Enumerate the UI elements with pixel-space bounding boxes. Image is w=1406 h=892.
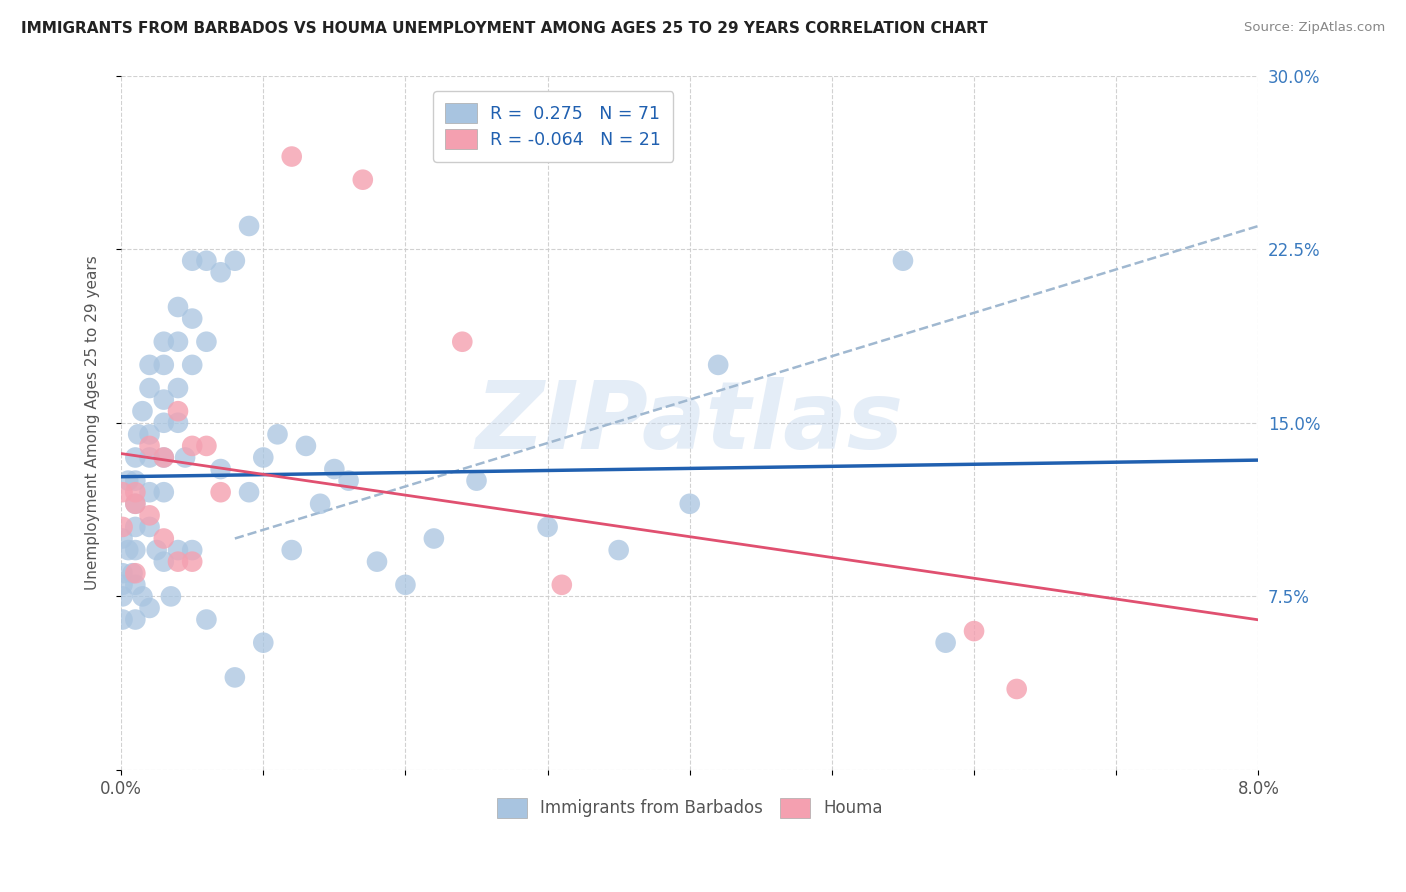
Point <box>394 578 416 592</box>
Point <box>138 427 160 442</box>
Point <box>124 497 146 511</box>
Point <box>238 219 260 233</box>
Legend: Immigrants from Barbados, Houma: Immigrants from Barbados, Houma <box>491 791 889 824</box>
Point <box>167 555 190 569</box>
Y-axis label: Unemployment Among Ages 25 to 29 years: Unemployment Among Ages 25 to 29 years <box>86 255 100 591</box>
Point <box>152 334 174 349</box>
Point <box>124 578 146 592</box>
Point <box>238 485 260 500</box>
Point <box>111 578 134 592</box>
Point <box>111 566 134 581</box>
Point <box>111 485 134 500</box>
Point <box>181 311 204 326</box>
Point <box>209 265 232 279</box>
Point <box>337 474 360 488</box>
Text: Source: ZipAtlas.com: Source: ZipAtlas.com <box>1244 21 1385 34</box>
Point <box>152 358 174 372</box>
Point <box>138 381 160 395</box>
Point <box>607 543 630 558</box>
Point <box>195 439 218 453</box>
Point <box>138 439 160 453</box>
Point <box>145 543 167 558</box>
Point <box>266 427 288 442</box>
Point <box>309 497 332 511</box>
Point <box>181 543 204 558</box>
Point <box>195 613 218 627</box>
Point <box>679 497 702 511</box>
Point <box>124 450 146 465</box>
Point <box>152 555 174 569</box>
Point <box>127 427 149 442</box>
Point <box>366 555 388 569</box>
Point <box>152 416 174 430</box>
Point <box>138 485 160 500</box>
Point <box>152 485 174 500</box>
Point <box>195 334 218 349</box>
Point <box>152 450 174 465</box>
Text: IMMIGRANTS FROM BARBADOS VS HOUMA UNEMPLOYMENT AMONG AGES 25 TO 29 YEARS CORRELA: IMMIGRANTS FROM BARBADOS VS HOUMA UNEMPL… <box>21 21 988 36</box>
Point <box>138 520 160 534</box>
Point <box>181 555 204 569</box>
Point <box>167 381 190 395</box>
Point <box>152 450 174 465</box>
Point <box>124 613 146 627</box>
Point <box>117 543 139 558</box>
Point <box>536 520 558 534</box>
Point <box>124 485 146 500</box>
Point <box>124 566 146 581</box>
Point <box>465 474 488 488</box>
Point <box>111 520 134 534</box>
Point <box>707 358 730 372</box>
Point <box>209 485 232 500</box>
Point <box>131 590 153 604</box>
Point <box>167 334 190 349</box>
Point <box>111 613 134 627</box>
Point <box>451 334 474 349</box>
Point <box>124 497 146 511</box>
Point <box>174 450 197 465</box>
Point <box>181 253 204 268</box>
Point <box>121 566 143 581</box>
Point <box>1005 681 1028 696</box>
Point <box>224 253 246 268</box>
Point <box>152 532 174 546</box>
Point <box>423 532 446 546</box>
Point <box>551 578 574 592</box>
Point <box>935 635 957 649</box>
Point <box>167 416 190 430</box>
Point <box>138 450 160 465</box>
Point <box>167 300 190 314</box>
Point <box>280 149 302 163</box>
Point <box>111 590 134 604</box>
Point <box>111 532 134 546</box>
Point <box>138 601 160 615</box>
Point <box>181 439 204 453</box>
Point <box>124 543 146 558</box>
Text: ZIPatlas: ZIPatlas <box>475 376 904 469</box>
Point <box>295 439 318 453</box>
Point <box>117 474 139 488</box>
Point <box>224 670 246 684</box>
Point <box>252 635 274 649</box>
Point <box>323 462 346 476</box>
Point <box>160 590 183 604</box>
Point <box>352 172 374 186</box>
Point <box>124 474 146 488</box>
Point <box>124 520 146 534</box>
Point <box>252 450 274 465</box>
Point <box>209 462 232 476</box>
Point <box>167 404 190 418</box>
Point <box>963 624 986 639</box>
Point <box>167 543 190 558</box>
Point <box>181 358 204 372</box>
Point <box>138 358 160 372</box>
Point <box>280 543 302 558</box>
Point <box>195 253 218 268</box>
Point <box>891 253 914 268</box>
Point <box>152 392 174 407</box>
Point <box>131 404 153 418</box>
Point <box>138 508 160 523</box>
